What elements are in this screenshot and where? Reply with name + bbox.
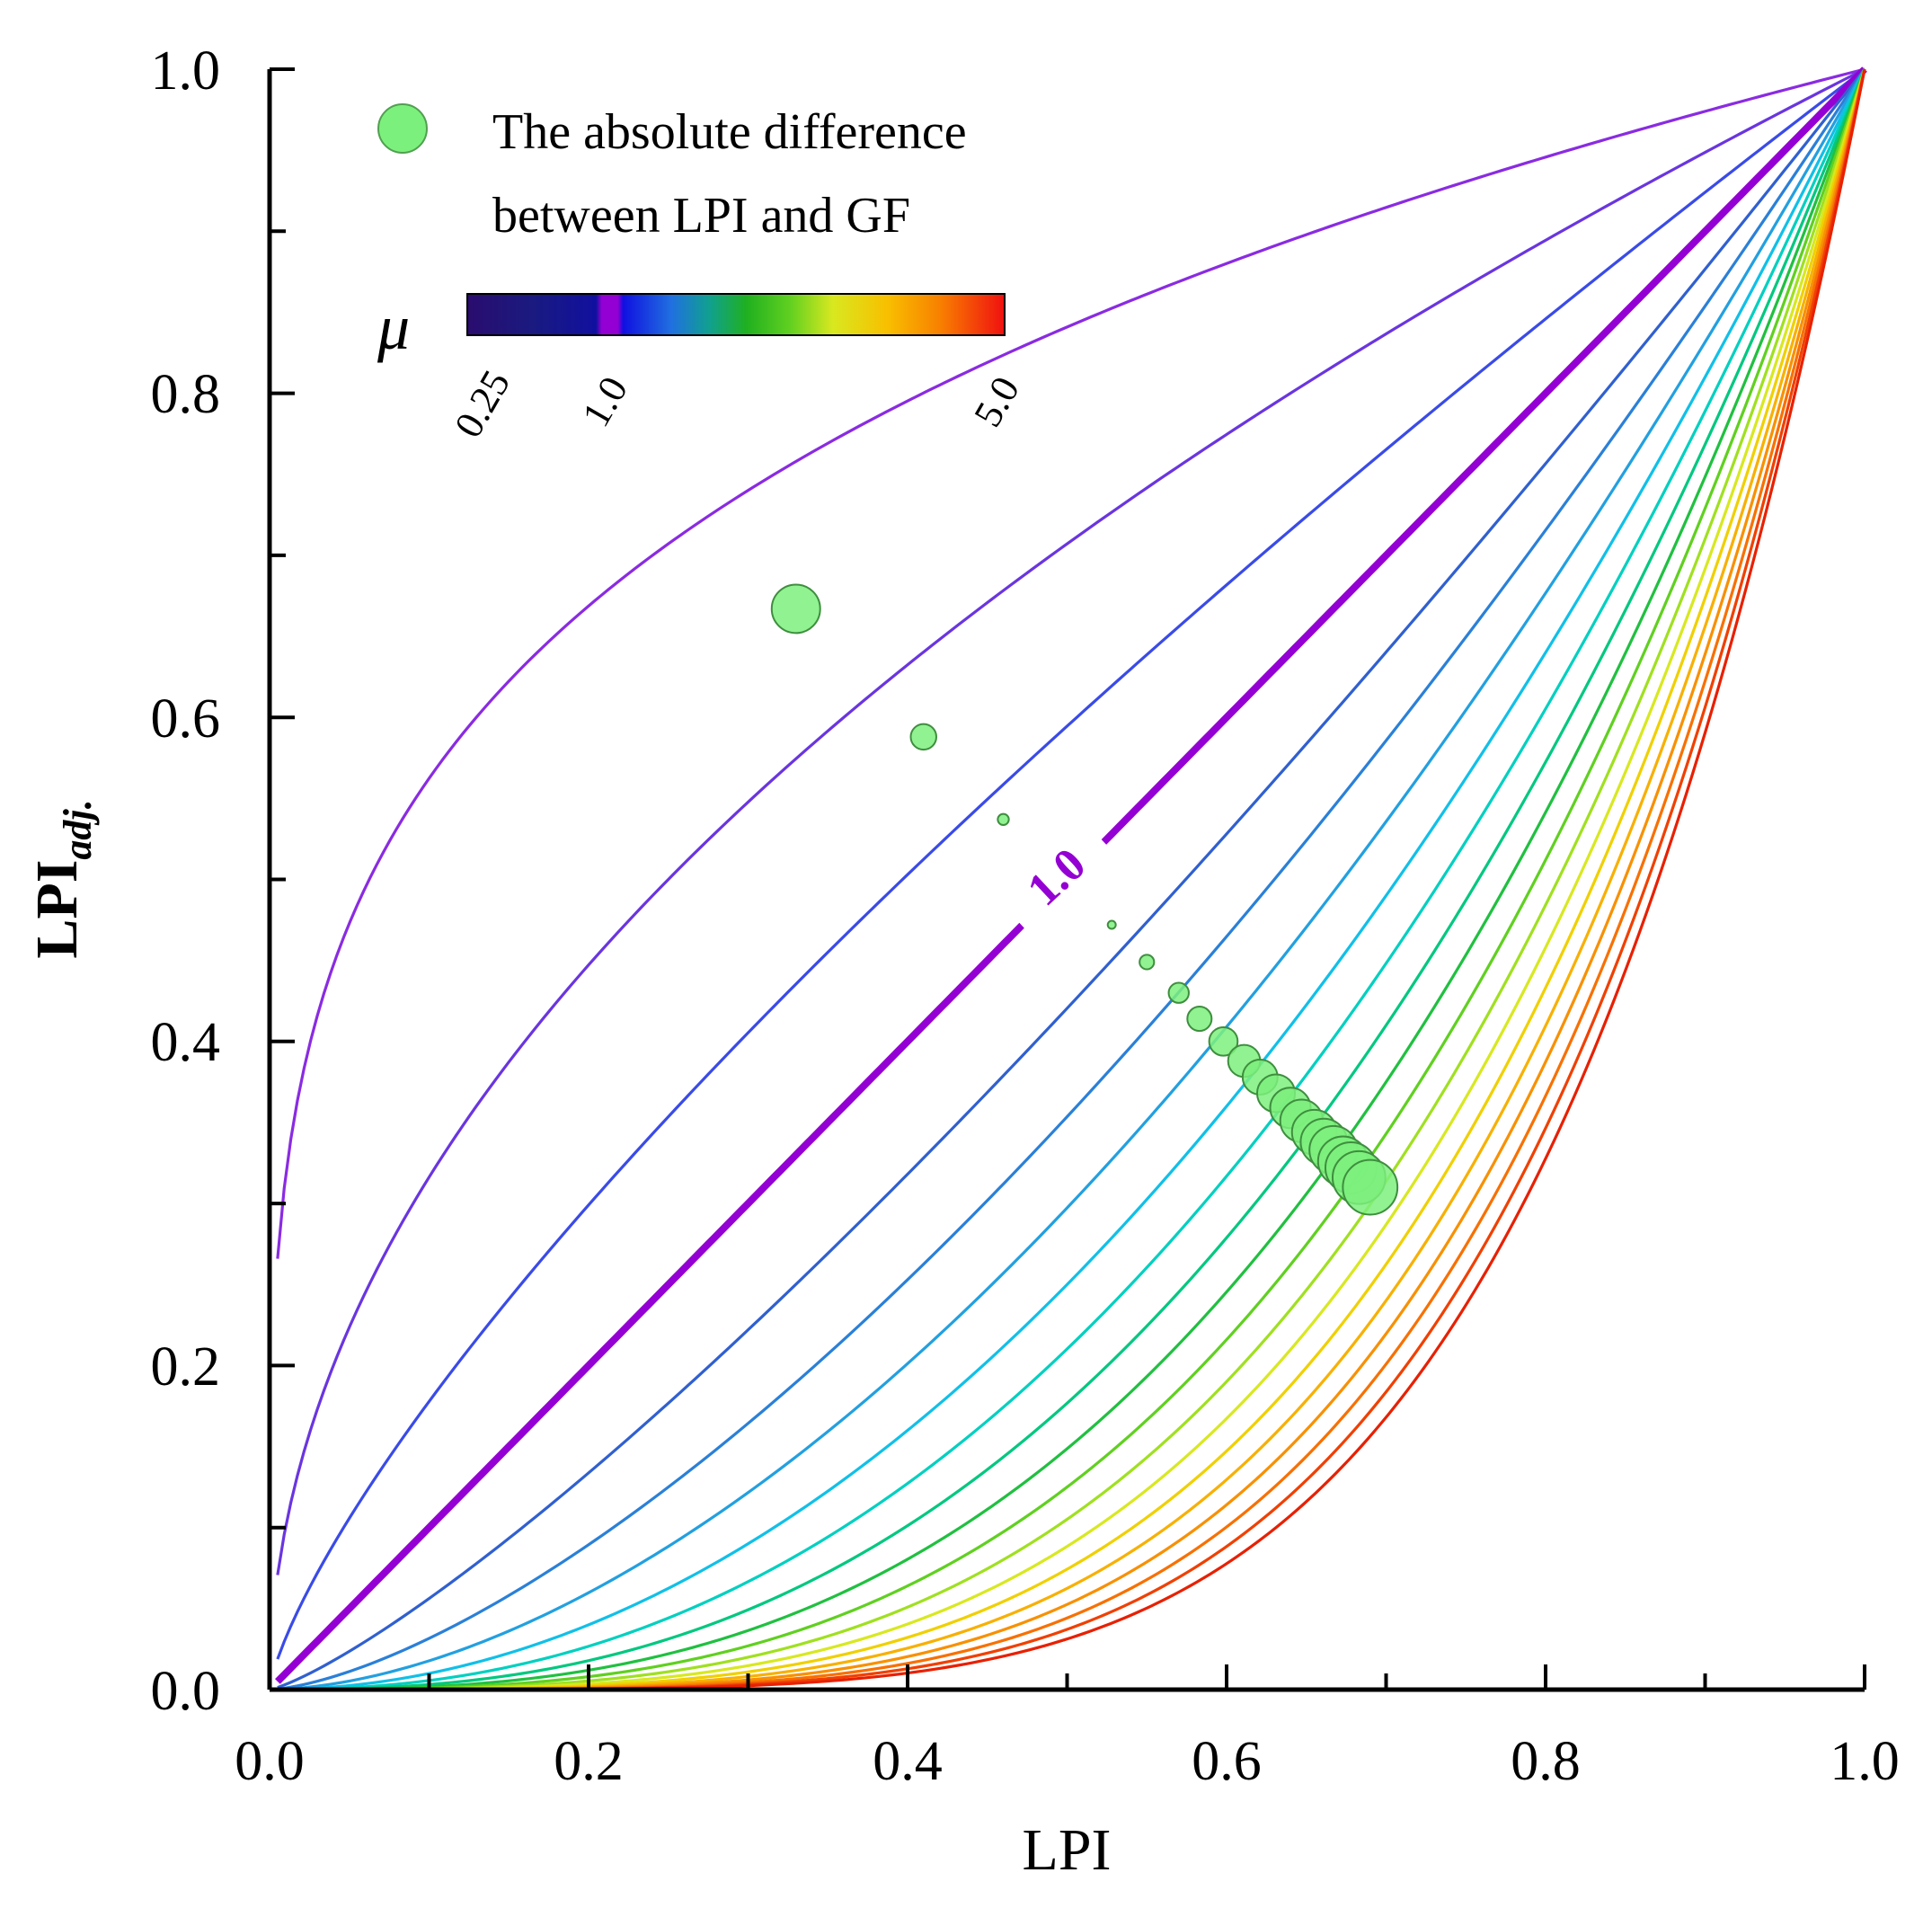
curve-mu-0.75 [276, 67, 1866, 1660]
ticks-group [268, 67, 1866, 1691]
y-tick-label: 0.4 [151, 1012, 221, 1073]
curve-mu-2.5 [277, 68, 1866, 1691]
difference-point [1186, 1006, 1213, 1033]
x-axis-title: LPI [1023, 1817, 1112, 1883]
curve-mu-2 [277, 68, 1866, 1691]
difference-point [1106, 919, 1117, 930]
y-tick-label: 0.8 [151, 364, 221, 425]
curve-series-group [275, 67, 1867, 1691]
curve-mu-0.5 [276, 67, 1866, 1575]
x-tick-label: 0.6 [1192, 1731, 1262, 1792]
x-tick-label: 0.2 [554, 1731, 624, 1792]
y-tick-label: 1.0 [151, 40, 221, 102]
curve-mu-2.75 [277, 68, 1866, 1691]
y-axis-title-subscript: adj. [56, 799, 100, 859]
curve-mu-2.25 [277, 68, 1866, 1691]
y-tick-label: 0.6 [151, 688, 221, 750]
difference-point [1208, 1025, 1239, 1057]
curve-mu-0.25 [276, 67, 1866, 1259]
difference-point [1139, 954, 1156, 971]
colorbar-tick-label-max: 5.0 [965, 369, 1028, 434]
colorbar-tick-label-min: 0.25 [446, 363, 518, 445]
legend: The absolute difference between LPI and … [377, 103, 967, 244]
legend-text-line2: between LPI and GF [492, 188, 910, 244]
curve-mu-3.25 [277, 68, 1866, 1691]
difference-point [770, 583, 821, 635]
colorbar: μ 0.25 1.0 5.0 [377, 291, 1028, 445]
curve-mu-1.25 [277, 68, 1866, 1690]
legend-text-line1: The absolute difference [492, 104, 967, 160]
y-axis-title: LPIadj. [24, 799, 100, 958]
legend-marker [377, 103, 428, 154]
difference-point [909, 723, 937, 751]
curve-mu-1.75 [277, 68, 1866, 1691]
x-tick-label: 0.8 [1511, 1731, 1581, 1792]
colorbar-gradient [466, 293, 1006, 336]
colorbar-tick-label-mid: 1.0 [573, 369, 636, 434]
difference-points-group [770, 583, 1399, 1216]
x-tick-label: 1.0 [1830, 1731, 1900, 1792]
y-tick-label: 0.0 [151, 1661, 221, 1722]
difference-point [1342, 1158, 1399, 1216]
difference-point [1167, 981, 1190, 1004]
colorbar-symbol: μ [377, 291, 410, 363]
curve-mu-1.5 [277, 68, 1866, 1691]
difference-point [997, 812, 1010, 826]
tick-labels-group: 0.0 0.2 0.4 0.6 0.8 1.0 0.0 0.2 0.4 0.6 … [151, 40, 1900, 1792]
y-axis-title-main: LPI [24, 860, 90, 959]
x-tick-label: 0.0 [235, 1731, 305, 1792]
x-tick-label: 0.4 [873, 1731, 943, 1792]
curve-mu-3 [277, 68, 1866, 1691]
y-tick-label: 0.2 [151, 1336, 221, 1398]
curve-label-bg [976, 796, 1136, 956]
